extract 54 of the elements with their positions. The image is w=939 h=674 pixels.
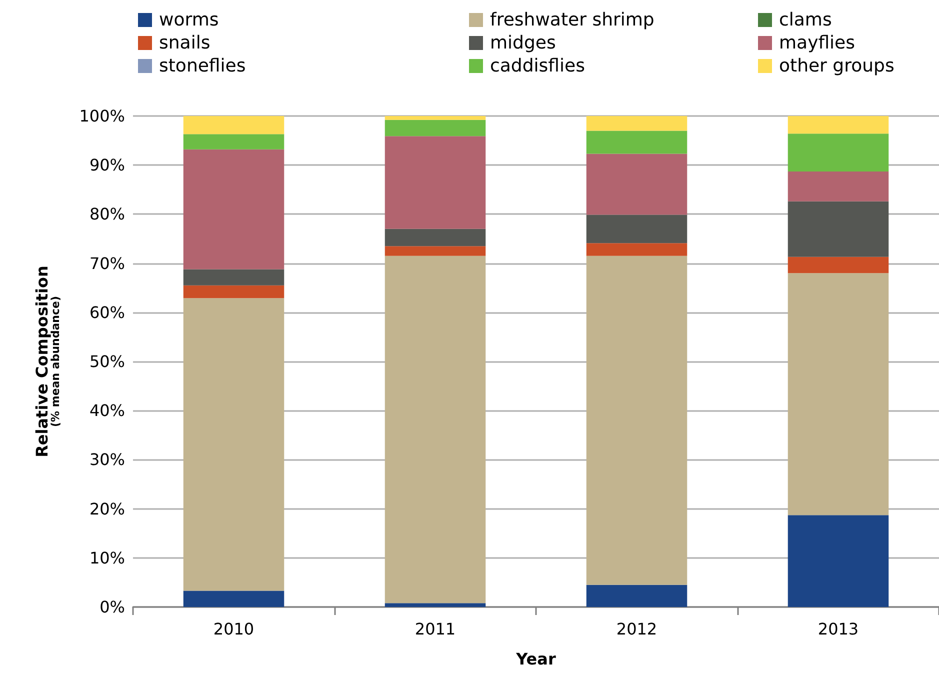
bar [788,201,889,257]
legend-label: stoneflies [159,56,246,76]
bar [586,584,688,607]
bar [183,134,284,150]
y-tick-label: 70% [89,254,125,273]
bar [183,116,284,134]
bar [183,269,284,286]
bar [788,116,889,134]
bar [586,130,688,154]
bar [384,116,486,120]
x-tick-label: 2010 [213,620,254,638]
bar [384,256,486,604]
legend-label: other groups [779,56,894,76]
x-tick-label: 2011 [414,620,456,638]
bar [384,228,486,246]
bar [586,214,688,244]
y-tick-label: 60% [89,302,125,322]
y-axis-title: Relative Composition (% mean abundance) [32,266,62,458]
bar [586,243,688,256]
legend-label: mayflies [779,32,856,54]
bar [788,171,889,202]
y-tick-label: 80% [89,204,125,224]
x-tick-label: 2013 [818,620,859,638]
bar [384,120,486,136]
x-tick-label: 2012 [616,620,658,638]
bar [183,285,284,298]
legend-label: midges [490,32,556,54]
bar [788,134,889,172]
y-tick-label: 20% [89,499,125,518]
bar [183,149,284,270]
y-tick-label: 100% [79,106,125,126]
legend-label: clams [779,10,832,30]
bar [384,136,486,229]
legend-label: freshwater shrimp [490,10,654,30]
bar [788,273,889,516]
legend-label: caddisflies [490,56,585,76]
bar [586,154,688,215]
bar [788,256,889,274]
x-axis-title: Year [515,650,556,668]
bar [183,298,284,591]
bar [788,515,889,607]
y-tick-label: 40% [89,401,125,420]
bar [384,246,486,256]
y-tick-label: 10% [89,548,125,568]
legend-label: snails [159,32,210,54]
bar [586,116,688,131]
y-tick-label: 90% [89,156,125,175]
y-tick-label: 0% [100,598,125,616]
legend-label: worms [159,10,219,30]
bar [384,603,486,607]
bar [183,590,284,607]
y-tick-label: 30% [89,450,125,470]
bar [586,256,688,585]
y-tick-label: 50% [89,352,125,371]
